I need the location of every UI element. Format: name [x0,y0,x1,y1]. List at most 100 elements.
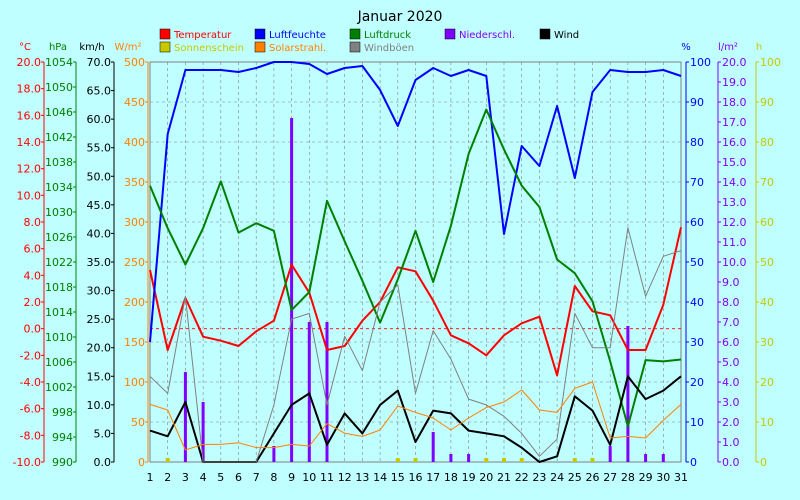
axis-unit-solar: W/m² [114,42,141,53]
axis-tick-label-sunshine: 80 [760,136,774,149]
x-tick-label: 27 [603,471,617,484]
axis-tick-label-temperature: 12.0 [17,163,42,176]
x-tick-label: 7 [253,471,260,484]
axis-tick-label-precipitation: 11.0 [722,236,747,249]
axis-tick-label-pressure: 1034 [45,181,73,194]
y-axes: -10.0 -8.0 -6.0 -4.0 -2.0 0.0 2.0 4.0 6.0 8.0 10.0… [13,56,781,469]
axis-tick-label-wind: 15.0 [87,370,112,383]
legend-label: Wind [554,30,579,41]
x-tick-label: 23 [532,471,546,484]
axis-tick-label-precipitation: 12.0 [722,216,747,229]
sunshine-mark [519,458,524,462]
axis-tick-label-pressure: 1050 [45,81,73,94]
axis-tick-label-humidity: 50 [690,256,704,269]
x-tick-label: 2 [164,471,171,484]
axis-tick-label-temperature: -4.0 [20,376,41,389]
axis-tick-label-solar: 250 [124,256,145,269]
x-tick-label: 4 [200,471,207,484]
axis-tick-label-pressure: 1014 [45,306,73,319]
axis-unit-pressure: hPa [49,42,67,53]
axis-tick-label-precipitation: 4.0 [722,376,740,389]
precipitation-bar [644,454,648,462]
axis-tick-label-precipitation: 9.0 [722,276,740,289]
axis-tick-label-temperature: -8.0 [20,429,41,442]
axis-unit-wind: km/h [79,42,104,53]
axis-tick-label-wind: 5.0 [94,427,112,440]
axis-tick-label-solar: 0 [138,456,145,469]
axis-tick-label-temperature: 6.0 [24,243,42,256]
axis-tick-label-pressure: 1038 [45,156,73,169]
sunshine-mark [572,458,577,462]
legend-swatch [349,28,361,40]
axis-tick-label-wind: 70.0 [87,56,112,69]
x-tick-label: 31 [674,471,688,484]
axis-tick-label-precipitation: 20.0 [722,56,747,69]
axis-tick-label-precipitation: 8.0 [722,296,740,309]
x-tick-label: 19 [462,471,476,484]
x-tick-label: 10 [302,471,316,484]
axis-tick-label-humidity: 60 [690,216,704,229]
axis-tick-label-precipitation: 18.0 [722,96,747,109]
axis-tick-label-wind: 60.0 [87,113,112,126]
axis-tick-label-precipitation: 10.0 [722,256,747,269]
axis-tick-label-temperature: 0.0 [24,323,42,336]
x-tick-label: 6 [235,471,242,484]
legend-swatch [254,41,266,53]
axis-tick-label-solar: 450 [124,96,145,109]
x-tick-label: 18 [444,471,458,484]
precipitation-bar [608,446,612,462]
grid [150,62,681,462]
axis-tick-label-humidity: 0 [690,456,697,469]
axis-tick-label-precipitation: 15.0 [722,156,747,169]
axis-tick-label-solar: 500 [124,56,145,69]
legend-swatch [349,41,361,53]
x-tick-label: 5 [217,471,224,484]
axis-tick-label-wind: 40.0 [87,227,112,240]
axis-tick-label-wind: 25.0 [87,313,112,326]
axis-tick-label-wind: 45.0 [87,199,112,212]
axis-tick-label-temperature: 2.0 [24,296,42,309]
x-tick-label: 9 [288,471,295,484]
axis-tick-label-precipitation: 0.0 [722,456,740,469]
sunshine-mark [484,458,489,462]
axis-tick-label-wind: 20.0 [87,342,112,355]
x-tick-label: 17 [426,471,440,484]
precipitation-bar [183,372,187,462]
axis-tick-label-wind: 30.0 [87,285,112,298]
axis-tick-label-temperature: -2.0 [20,349,41,362]
axis-tick-label-sunshine: 40 [760,296,774,309]
axis-tick-label-solar: 150 [124,336,145,349]
sunshine-mark [165,458,170,462]
axis-tick-label-precipitation: 17.0 [722,116,747,129]
legend-label: Solarstrahl. [269,43,326,54]
sunshine-marks [165,458,595,462]
x-tick-label: 22 [515,471,529,484]
axis-tick-label-pressure: 1030 [45,206,73,219]
axis-tick-label-precipitation: 6.0 [722,336,740,349]
precipitation-bar [661,454,665,462]
axis-tick-label-precipitation: 19.0 [722,76,747,89]
axis-unit-precipitation: l/m² [718,42,738,53]
axis-tick-label-pressure: 1026 [45,231,73,244]
x-tick-label: 26 [586,471,600,484]
x-tick-label: 8 [270,471,277,484]
x-tick-label: 24 [550,471,564,484]
x-tick-label: 21 [497,471,511,484]
axis-tick-label-wind: 35.0 [87,256,112,269]
legend-label: Luftdruck [364,30,411,41]
axis-tick-label-precipitation: 2.0 [722,416,740,429]
axis-tick-label-temperature: -10.0 [13,456,41,469]
x-tick-label: 12 [338,471,352,484]
legend-label: Niederschl. [459,30,515,41]
precipitation-bar [467,454,471,462]
legend-label: Temperatur [173,30,232,41]
axis-tick-label-humidity: 10 [690,416,704,429]
axis-tick-label-pressure: 1010 [45,331,73,344]
axis-tick-label-sunshine: 50 [760,256,774,269]
precipitation-bar [626,326,630,462]
precipitation-bar [290,118,294,462]
series-line-windb-en [149,227,682,463]
x-tick-label: 20 [479,471,493,484]
legend-swatch [159,41,171,53]
